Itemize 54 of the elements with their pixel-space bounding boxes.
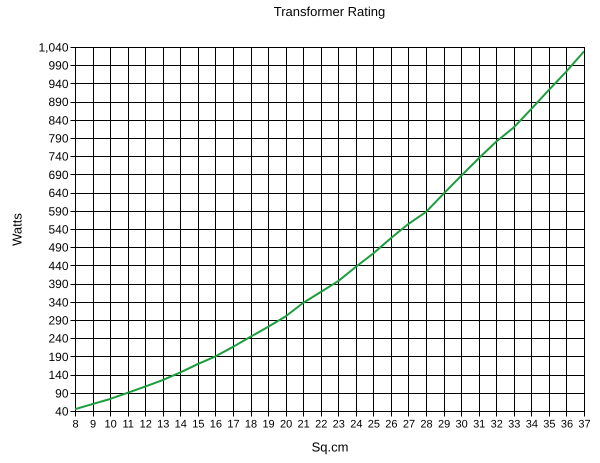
- y-tick-label: 690: [48, 168, 69, 182]
- x-tick-label: 13: [157, 418, 170, 430]
- y-tick-label: 640: [48, 186, 69, 200]
- y-tick-label: 440: [48, 258, 69, 273]
- y-axis-title: Watts: [9, 212, 24, 246]
- y-tick-label: 40: [55, 404, 69, 418]
- x-tick-label: 19: [262, 418, 275, 430]
- x-tick-label: 9: [90, 418, 96, 430]
- y-tick-label: 840: [48, 113, 69, 128]
- x-tick-label: 31: [473, 418, 486, 430]
- y-tick-label: 90: [55, 386, 69, 400]
- y-tick-label: 890: [48, 95, 69, 110]
- x-tick-label: 34: [526, 418, 538, 430]
- y-tick-label: 490: [48, 240, 69, 255]
- x-tick-label: 11: [122, 418, 134, 430]
- x-tick-label: 15: [192, 418, 204, 430]
- y-tick-label: 590: [48, 204, 69, 218]
- y-tick-label: 740: [48, 150, 69, 164]
- y-tick-label: 340: [48, 295, 69, 310]
- y-tick-label: 240: [48, 332, 69, 346]
- x-tick-label: 17: [227, 418, 240, 430]
- x-tick-label: 8: [72, 418, 79, 430]
- y-tick-label: 940: [48, 76, 69, 91]
- x-tick-label: 28: [420, 418, 433, 430]
- x-tick-label: 25: [368, 418, 380, 430]
- x-tick-label: 29: [438, 418, 450, 430]
- x-tick-label: 33: [508, 418, 520, 430]
- x-tick-label: 35: [543, 418, 556, 430]
- x-tick-label: 10: [104, 418, 117, 430]
- x-tick-label: 26: [385, 418, 398, 430]
- x-tick-label: 18: [244, 418, 258, 430]
- x-tick-label: 27: [402, 418, 416, 430]
- x-axis-title: Sq.cm: [312, 440, 348, 454]
- chart-title: Transformer Rating: [274, 4, 386, 19]
- x-tick-label: 20: [280, 418, 292, 430]
- y-tick-label: 140: [48, 368, 69, 382]
- y-tick-label: 190: [48, 350, 69, 364]
- y-tick-label: 1,040: [38, 40, 69, 54]
- x-tick-label: 36: [560, 418, 574, 430]
- y-tick-label: 290: [48, 314, 69, 328]
- y-tick-label: 790: [48, 132, 69, 146]
- x-tick-label: 24: [350, 418, 362, 430]
- y-tick-label: 390: [48, 277, 69, 292]
- x-tick-label: 32: [490, 418, 503, 430]
- x-tick-label: 22: [315, 418, 328, 430]
- x-tick-label: 12: [140, 418, 152, 430]
- x-tick-label: 21: [298, 418, 310, 430]
- x-tick-label: 16: [210, 418, 222, 430]
- x-tick-label: 14: [174, 418, 187, 430]
- x-tick-label: 37: [578, 418, 591, 430]
- x-tick-label: 23: [332, 418, 345, 430]
- y-tick-label: 540: [48, 222, 69, 236]
- x-tick-label: 30: [456, 418, 468, 430]
- y-tick-label: 990: [48, 58, 69, 73]
